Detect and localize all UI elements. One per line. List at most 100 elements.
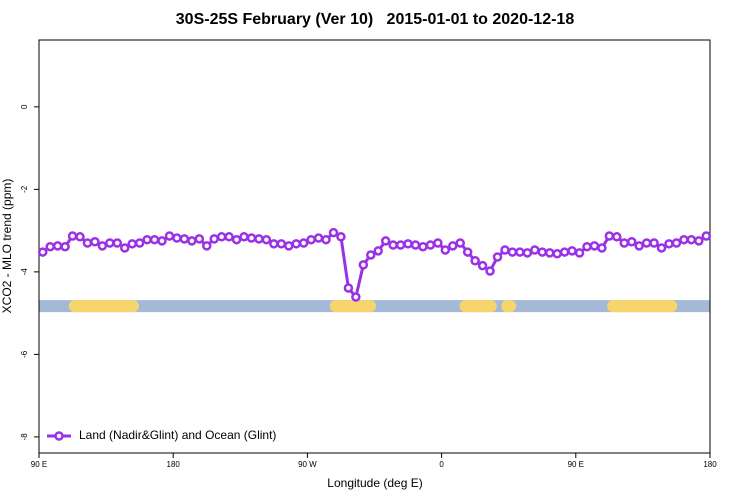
data-point bbox=[269, 239, 279, 249]
data-point bbox=[82, 238, 93, 248]
y-tick-label: -8 bbox=[20, 433, 29, 441]
data-point bbox=[366, 250, 376, 260]
data-point bbox=[634, 241, 644, 251]
data-point bbox=[343, 283, 354, 293]
data-point bbox=[60, 241, 70, 252]
data-point bbox=[276, 239, 287, 249]
data-point bbox=[559, 247, 570, 257]
data-point bbox=[373, 246, 383, 256]
x-tick-label: 180 bbox=[167, 460, 181, 469]
data-point bbox=[321, 234, 331, 245]
data-point bbox=[157, 236, 167, 246]
data-point bbox=[507, 247, 518, 257]
data-point bbox=[544, 248, 555, 258]
data-point bbox=[313, 233, 324, 243]
data-point bbox=[119, 243, 130, 253]
data-point bbox=[224, 232, 234, 242]
y-tick-label: -4 bbox=[20, 268, 29, 276]
data-point bbox=[418, 241, 428, 252]
data-point bbox=[216, 232, 227, 242]
data-point bbox=[462, 247, 473, 257]
data-point bbox=[641, 238, 652, 248]
data-point bbox=[410, 240, 421, 250]
data-point bbox=[582, 241, 592, 252]
data-point bbox=[552, 248, 562, 259]
data-point bbox=[90, 237, 100, 247]
y-tick-label: 0 bbox=[20, 104, 29, 109]
data-point bbox=[75, 232, 85, 242]
data-point bbox=[530, 245, 540, 255]
data-point bbox=[52, 241, 63, 251]
plot-frame bbox=[38, 39, 711, 454]
data-point bbox=[619, 238, 630, 248]
y-axis-label: XCO2 - MLO trend (ppm) bbox=[0, 179, 14, 314]
x-tick-label: 90 W bbox=[298, 460, 317, 469]
data-point bbox=[686, 234, 697, 245]
data-point bbox=[37, 247, 48, 257]
data-point bbox=[105, 238, 115, 248]
data-point bbox=[239, 232, 249, 242]
data-point bbox=[328, 227, 339, 238]
data-point bbox=[679, 234, 689, 245]
data-point bbox=[149, 234, 160, 245]
data-point bbox=[664, 239, 674, 249]
data-point bbox=[589, 241, 600, 251]
data-point bbox=[134, 238, 145, 248]
data-point bbox=[306, 234, 316, 245]
data-point bbox=[597, 243, 607, 253]
data-point bbox=[537, 247, 547, 257]
x-tick-label: 90 E bbox=[31, 460, 47, 469]
data-point bbox=[172, 233, 182, 243]
x-tick-label: 90 E bbox=[568, 460, 584, 469]
data-point bbox=[694, 236, 704, 246]
data-point bbox=[380, 236, 391, 246]
data-point bbox=[701, 231, 712, 241]
data-point bbox=[254, 234, 264, 244]
data-point bbox=[477, 260, 488, 271]
data-point bbox=[291, 239, 301, 249]
data-point bbox=[127, 239, 137, 249]
x-axis-label: Longitude (deg E) bbox=[327, 476, 422, 490]
data-point bbox=[448, 241, 458, 251]
data-point bbox=[612, 232, 622, 242]
data-point bbox=[194, 234, 205, 244]
data-point bbox=[500, 245, 510, 255]
data-point bbox=[522, 248, 533, 258]
data-point bbox=[67, 231, 78, 241]
data-point bbox=[209, 234, 219, 244]
data-point bbox=[231, 234, 242, 245]
data-point bbox=[515, 247, 525, 257]
data-point bbox=[45, 241, 55, 252]
y-tick-label: -2 bbox=[20, 185, 29, 193]
data-point bbox=[164, 231, 175, 241]
data-point bbox=[440, 245, 451, 255]
data-point bbox=[358, 260, 369, 270]
x-tick-label: 180 bbox=[703, 460, 717, 469]
data-point bbox=[202, 241, 212, 251]
data-point bbox=[403, 239, 413, 249]
data-point bbox=[470, 255, 480, 266]
data-point bbox=[671, 238, 682, 248]
data-point bbox=[395, 240, 406, 250]
data-point bbox=[455, 238, 465, 248]
data-point bbox=[187, 236, 197, 246]
legend-marker bbox=[54, 431, 64, 441]
data-point bbox=[351, 292, 361, 302]
data-point bbox=[246, 233, 257, 243]
data-point bbox=[433, 238, 443, 248]
data-point bbox=[425, 240, 436, 250]
data-point bbox=[261, 234, 272, 245]
data-point bbox=[604, 231, 615, 241]
data-point bbox=[336, 232, 346, 242]
data-point bbox=[388, 240, 398, 250]
data-point bbox=[112, 238, 123, 248]
x-tick-label: 0 bbox=[439, 460, 444, 469]
data-point bbox=[284, 241, 294, 251]
chart-title: 30S-25S February (Ver 10) 2015-01-01 to … bbox=[176, 11, 575, 28]
data-point bbox=[574, 248, 585, 258]
data-point bbox=[179, 234, 190, 244]
data-point bbox=[649, 238, 659, 248]
data-point bbox=[298, 238, 309, 248]
data-point bbox=[626, 237, 637, 247]
